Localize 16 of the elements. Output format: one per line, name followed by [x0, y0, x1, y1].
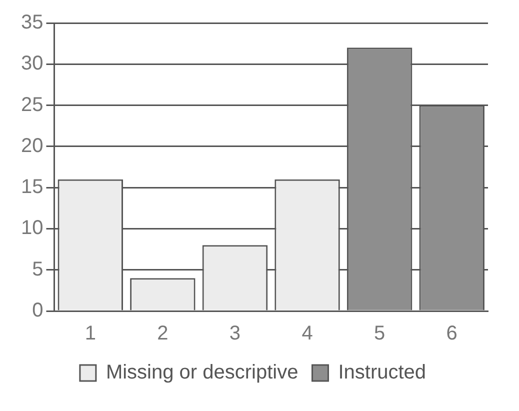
y-tick-label: 0	[32, 300, 44, 322]
x-tick-label: 3	[229, 322, 241, 345]
legend-label: Missing or descriptive	[106, 362, 298, 384]
x-tick-label: 2	[157, 322, 168, 345]
x-tick-label: 5	[374, 322, 386, 345]
y-tick-label: 20	[20, 134, 44, 157]
y-tick-label: 35	[20, 12, 44, 34]
y-tick-label: 5	[32, 258, 44, 280]
x-tick-label: 4	[302, 322, 313, 345]
y-tick-label: 15	[20, 176, 44, 198]
y-tick-label: 10	[20, 217, 44, 240]
x-tick-label: 1	[84, 322, 96, 345]
y-tick-label: 30	[20, 52, 44, 75]
y-tick-label: 25	[20, 94, 44, 116]
legend-label: Instructed	[338, 362, 426, 384]
x-tick-label: 6	[446, 322, 458, 345]
